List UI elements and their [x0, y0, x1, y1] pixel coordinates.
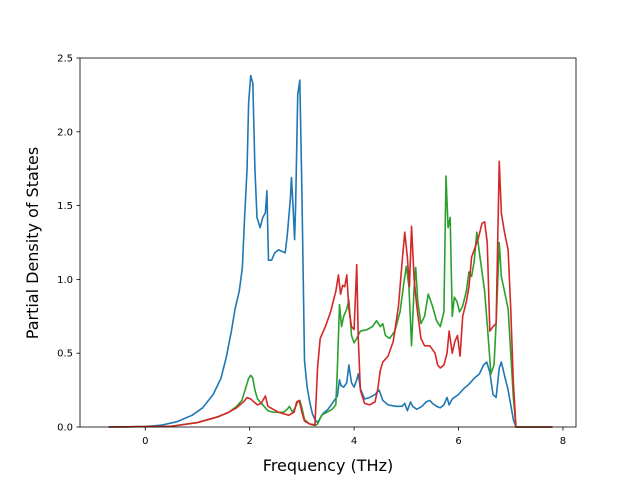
y-tick-label: 2.5: [57, 54, 73, 65]
plot-frame: [79, 57, 577, 428]
y-tick-label: 2.0: [57, 127, 73, 138]
series-line-1: [108, 74, 553, 428]
x-axis-label: Frequency (THz): [263, 456, 393, 475]
y-axis-label: Partial Density of States: [23, 147, 42, 339]
ticks-layer: 0 2 4 6 8 0.0 0.5 1.0 1.5 2.0 2.5: [57, 54, 566, 448]
x-tick-label: 4: [351, 436, 357, 447]
y-tick-label: 1.5: [57, 201, 73, 212]
series-layer: [108, 74, 553, 428]
x-tick-label: 8: [560, 436, 566, 447]
x-tick-label: 6: [455, 436, 461, 447]
series-line-2: [108, 175, 553, 428]
y-tick-label: 1.0: [57, 275, 73, 286]
y-tick-label: 0.5: [57, 349, 73, 360]
y-tick-label: 0.0: [57, 423, 73, 434]
x-tick-label: 0: [142, 436, 148, 447]
series-line-3: [108, 160, 553, 428]
x-tick-label: 2: [246, 436, 252, 447]
